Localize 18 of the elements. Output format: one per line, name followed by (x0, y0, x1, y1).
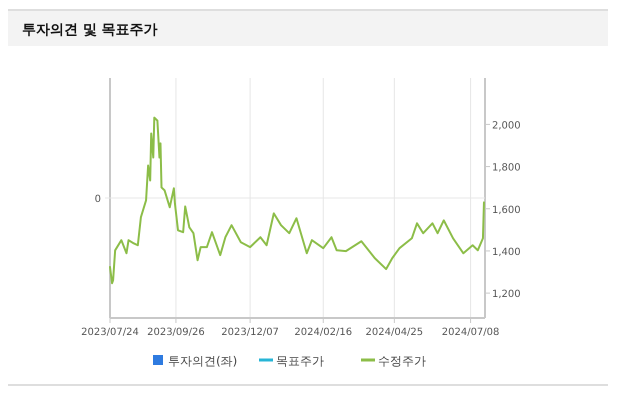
line-series (109, 116, 485, 284)
legend-label: 수정주가 (378, 354, 426, 368)
y2-tick-label: 1,600 (492, 204, 521, 216)
y2-tick-label: 1,400 (492, 246, 521, 258)
x-tick-label: 2024/02/16 (294, 327, 352, 338)
text: 0 (94, 194, 101, 205)
chart-title: 투자의견 및 목표주가 (22, 22, 158, 38)
x-tick-label: 2023/12/07 (221, 327, 279, 338)
left-axis-label: 0 (94, 194, 486, 205)
x-tick-label: 2024/04/25 (366, 327, 424, 338)
legend-label: 투자의견(좌) (168, 354, 238, 368)
y2-tick-label: 2,000 (492, 120, 521, 132)
legend-label: 목표주가 (276, 354, 324, 368)
x-tick-label: 2024/07/08 (442, 327, 500, 338)
x-tick-label: 2023/07/24 (81, 327, 139, 338)
y2-tick-label: 1,800 (492, 162, 521, 174)
y2-tick-label: 1,200 (492, 289, 521, 300)
x-tick-label: 2023/09/26 (147, 327, 205, 338)
